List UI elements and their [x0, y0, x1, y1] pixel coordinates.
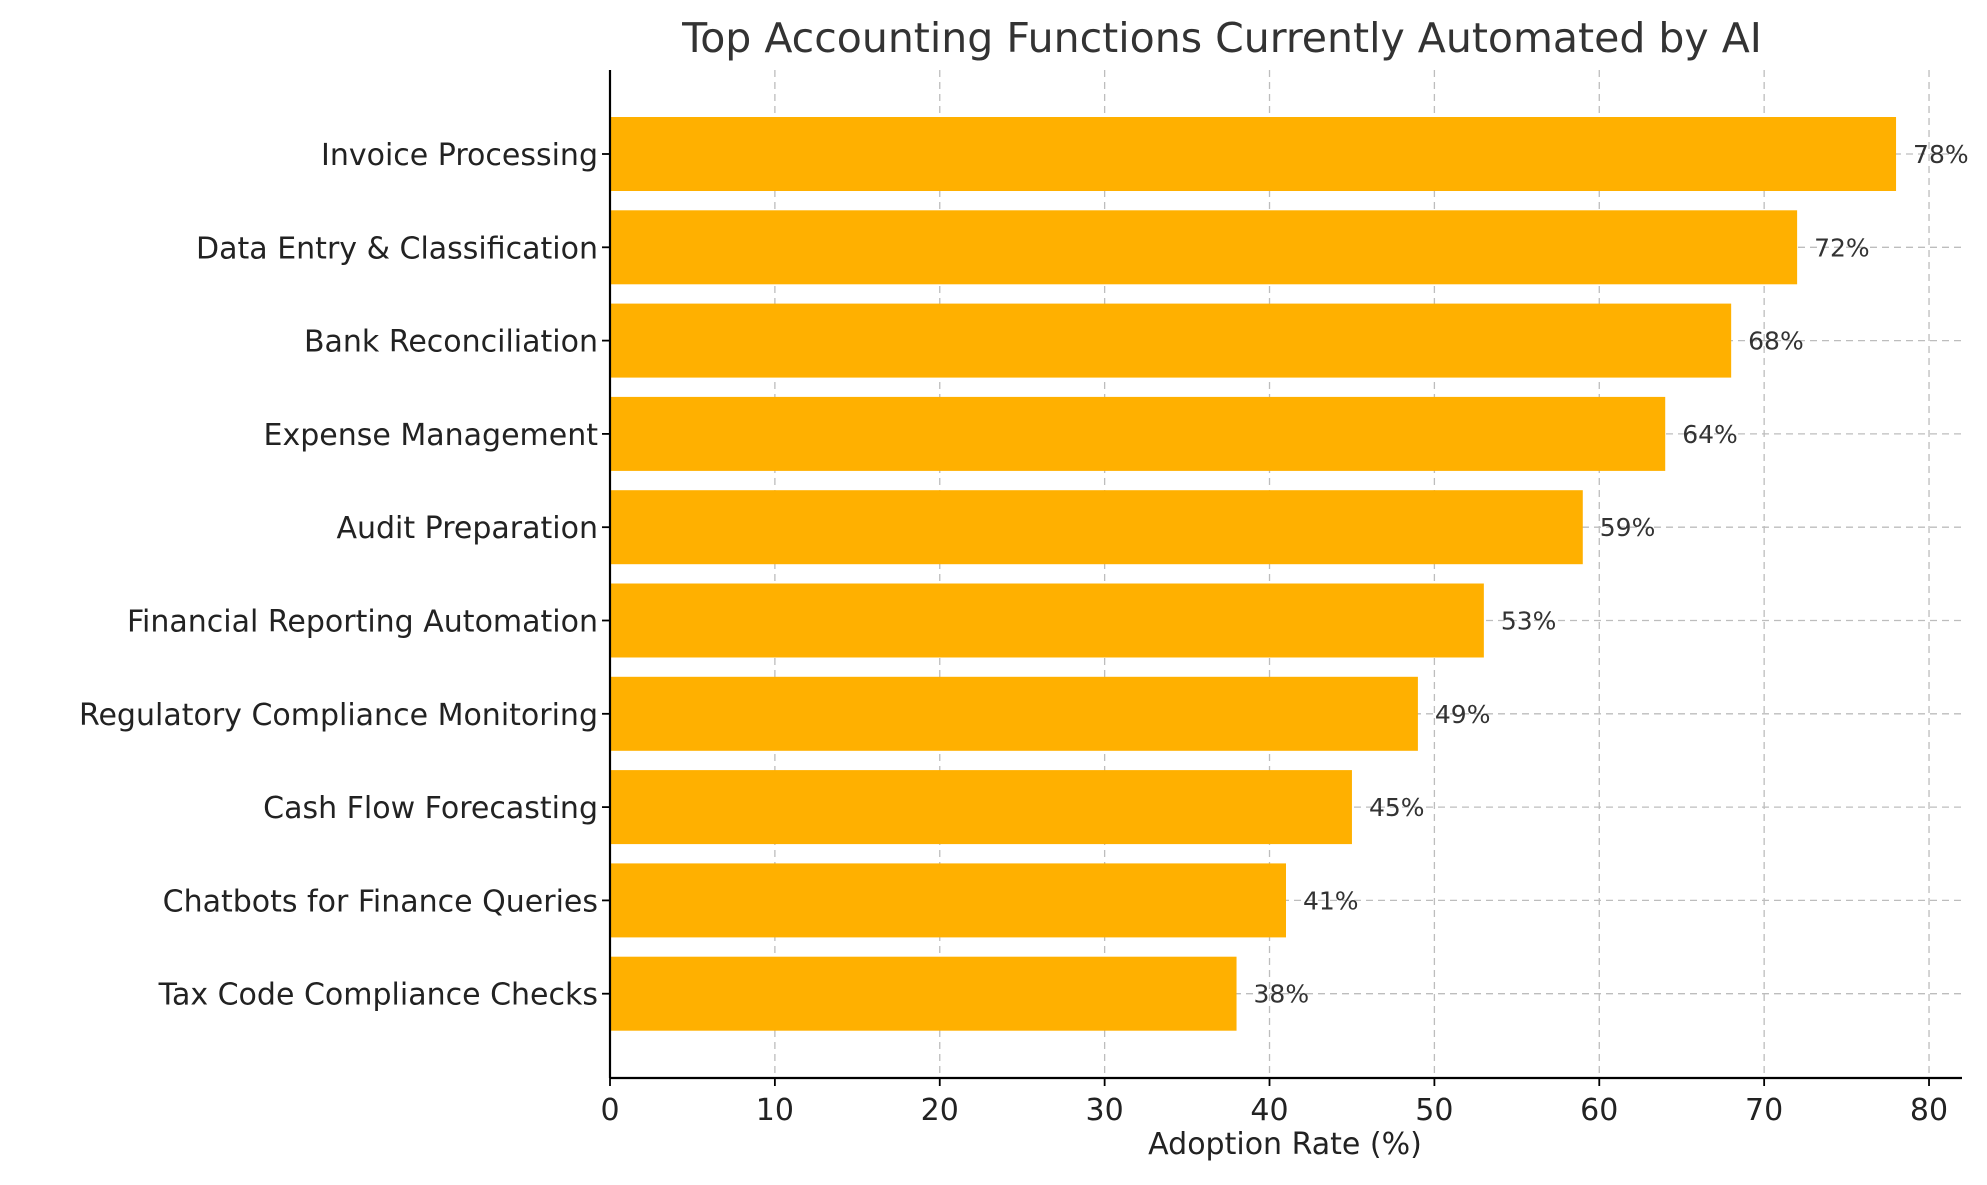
- bar-value-label: 53%: [1501, 607, 1557, 636]
- y-category-label: Cash Flow Forecasting: [263, 791, 598, 826]
- y-category-label: Tax Code Compliance Checks: [158, 978, 598, 1013]
- y-category-label: Chatbots for Finance Queries: [163, 884, 598, 919]
- y-category-label: Regulatory Compliance Monitoring: [79, 698, 598, 733]
- bar-value-label: 68%: [1748, 327, 1804, 356]
- bar-value-label: 59%: [1600, 513, 1656, 542]
- x-tick-label: 10: [756, 1093, 794, 1128]
- y-category-label: Audit Preparation: [336, 511, 598, 546]
- y-category-label: Bank Reconciliation: [304, 325, 598, 360]
- x-tick-label: 80: [1910, 1093, 1948, 1128]
- bar: [610, 210, 1798, 285]
- x-tick-label: 20: [921, 1093, 959, 1128]
- bar: [610, 676, 1418, 751]
- bar-value-label: 41%: [1303, 886, 1359, 915]
- bar-value-label: 45%: [1369, 793, 1425, 822]
- bar-value-label: 49%: [1435, 700, 1491, 729]
- x-tick-label: 0: [600, 1093, 619, 1128]
- y-category-label: Invoice Processing: [321, 138, 598, 173]
- y-category-label: Expense Management: [264, 418, 599, 453]
- bar: [610, 583, 1484, 658]
- bar-layer: [610, 117, 1897, 1031]
- x-tick-label: 30: [1086, 1093, 1124, 1128]
- label-layer: 0 10 20 30 40 50 60 70 80 78% Invoice Processing 72…: [79, 138, 1969, 1128]
- bar-value-label: 72%: [1814, 233, 1870, 262]
- x-tick-label: 70: [1745, 1093, 1783, 1128]
- bar: [610, 303, 1732, 378]
- bar-value-label: 38%: [1254, 980, 1310, 1009]
- x-tick-label: 60: [1580, 1093, 1618, 1128]
- bar: [610, 863, 1286, 938]
- bar-value-label: 78%: [1913, 140, 1969, 169]
- bar: [610, 490, 1583, 565]
- x-axis-title: Adoption Rate (%): [1148, 1127, 1422, 1162]
- chart-title: Top Accounting Functions Currently Autom…: [681, 14, 1762, 62]
- bar-value-label: 64%: [1682, 420, 1738, 449]
- x-tick-label: 50: [1415, 1093, 1453, 1128]
- bar: [610, 396, 1666, 471]
- bar: [610, 956, 1237, 1031]
- bar: [610, 117, 1897, 191]
- y-category-label: Financial Reporting Automation: [127, 605, 598, 640]
- y-category-label: Data Entry & Classification: [196, 231, 598, 266]
- bar: [610, 770, 1352, 845]
- axis-layer: [608, 70, 1962, 1080]
- x-tick-label: 40: [1250, 1093, 1288, 1128]
